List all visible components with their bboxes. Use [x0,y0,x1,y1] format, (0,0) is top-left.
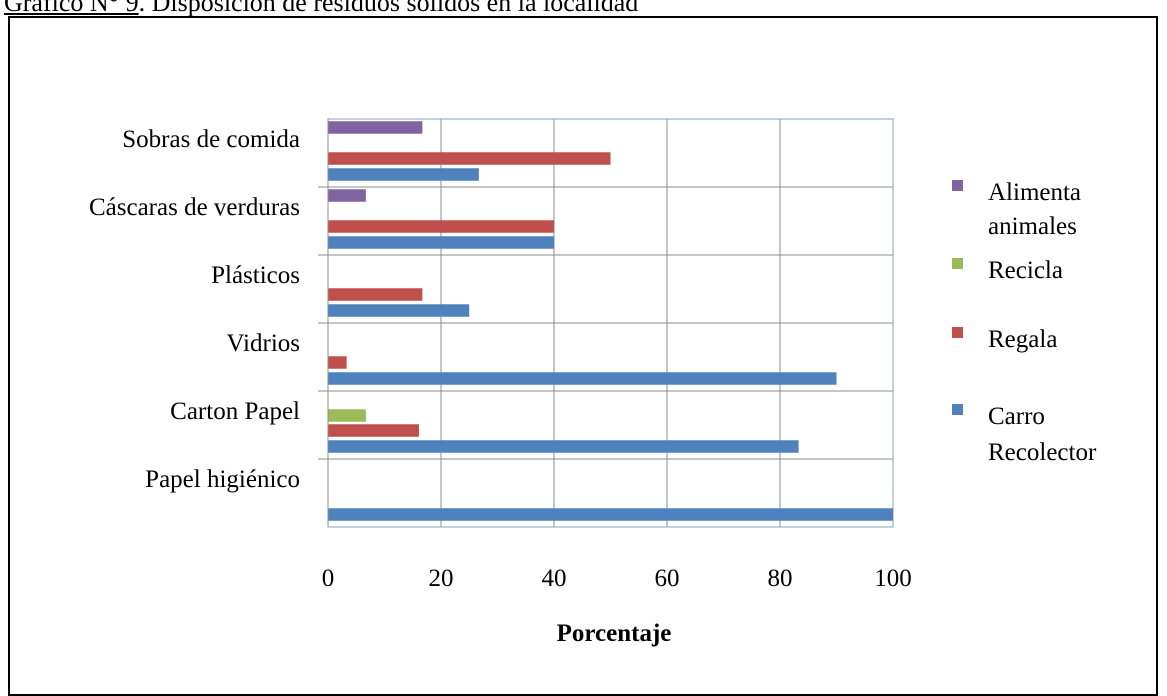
legend-swatch [952,404,963,415]
x-tick-label: 20 [429,565,454,592]
bar [328,440,799,453]
x-axis-title: Porcentaje [557,620,672,647]
bar [328,236,554,249]
bar [328,356,347,369]
x-tick-label: 0 [322,565,335,592]
bar [328,220,554,233]
bar [328,424,419,437]
caption-text: . Disposición de residuos sólidos en la … [138,0,639,17]
legend-label: Alimenta [988,179,1081,206]
legend-label: Carro [988,403,1045,430]
category-label: Cáscaras de verduras [89,194,300,221]
category-label: Carton Papel [170,398,300,425]
x-tick-label: 40 [542,565,567,592]
caption-label: Gráfico N° 9 [4,0,139,17]
category-label: Sobras de comida [122,126,300,153]
category-label: Papel higiénico [145,466,300,493]
bar [328,409,366,422]
x-tick-label: 80 [768,565,793,592]
x-tick-label: 100 [874,565,912,592]
category-label: Vidrios [227,330,301,357]
figure-caption: Gráfico N° 9. Disposición de residuos só… [4,0,638,18]
bar [328,168,479,181]
bar [328,288,423,301]
legend-label: animales [988,213,1077,240]
category-label: Plásticos [211,262,300,289]
legend-swatch [952,180,963,191]
bar [328,372,837,385]
chart: 0 20 40 60 80 100 Sobras de comida Cáscaras de … [89,118,1097,647]
bar [328,508,893,521]
legend-swatch [952,258,963,269]
legend-label: Recolector [988,439,1097,466]
legend-label: Regala [988,326,1057,353]
legend: Alimenta animales Recicla Regala Carro Recole… [952,179,1097,466]
bar [328,304,470,317]
legend-swatch [952,327,963,338]
bars [328,121,893,521]
axes: 0 20 40 60 80 100 Sobras de comida Cáscaras de … [89,119,912,592]
legend-label: Recicla [988,257,1063,284]
x-tick-label: 60 [655,565,680,592]
bar [328,121,423,134]
bar [328,152,611,165]
bar [328,189,366,202]
